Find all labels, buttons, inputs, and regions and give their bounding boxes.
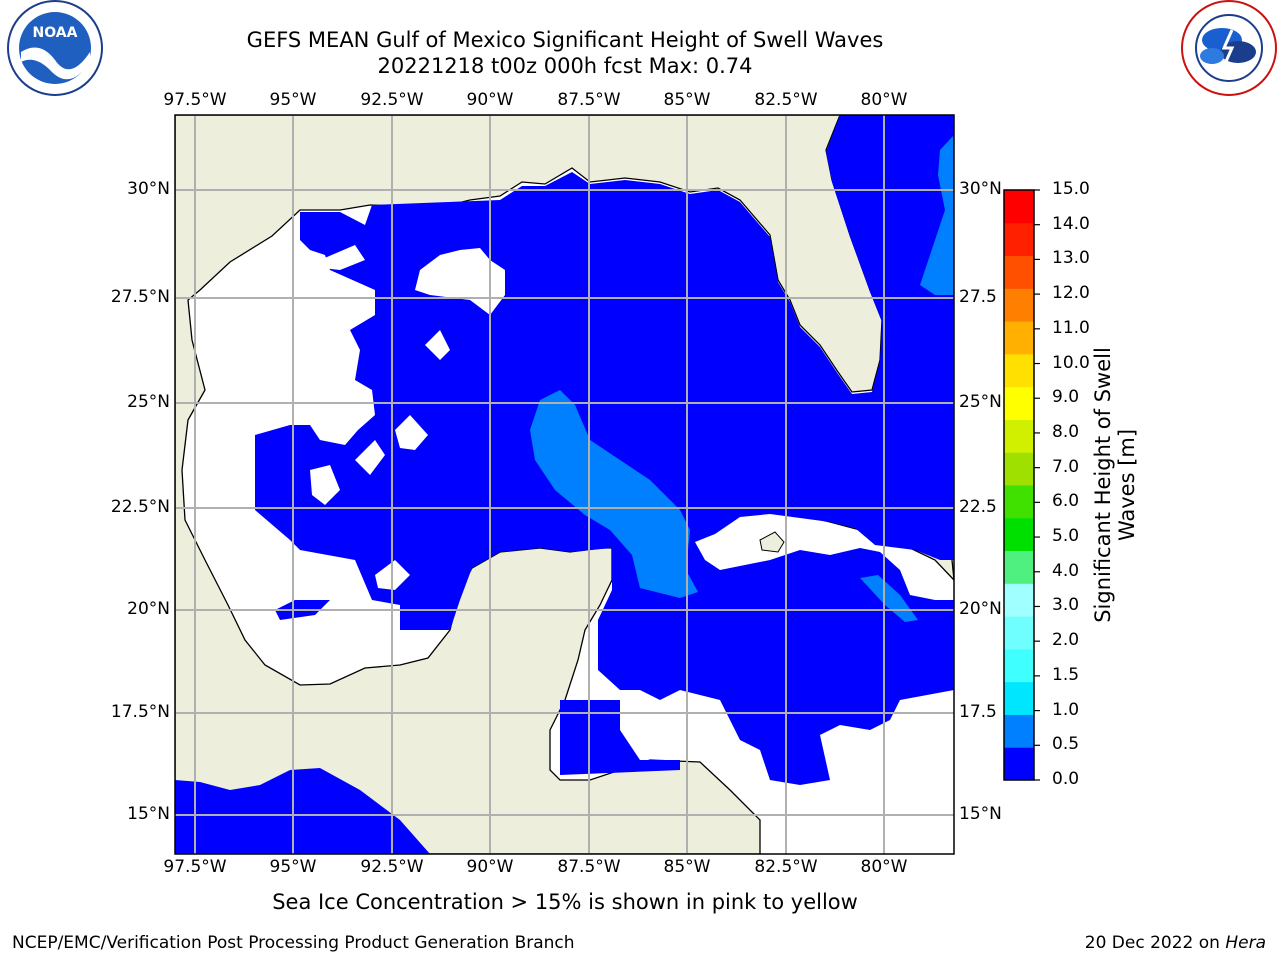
lon-label-top: 97.5°W <box>163 90 227 110</box>
lon-label-bottom: 82.5°W <box>754 857 818 877</box>
lon-label-top: 87.5°W <box>557 90 621 110</box>
colorbar-segment <box>1004 419 1034 453</box>
colorbar-segment <box>1004 222 1034 257</box>
lat-label-left: 15°N <box>127 804 170 824</box>
nws-logo <box>1181 0 1277 96</box>
lon-label-top: 95°W <box>269 90 317 110</box>
colorbar-tick-label: 12.0 <box>1052 283 1090 304</box>
lon-label-top: 90°W <box>466 90 514 110</box>
colorbar-segment <box>1004 550 1034 584</box>
lat-label-right: 22.5 <box>959 497 997 517</box>
footer-date: 20 Dec 2022 on Hera <box>1084 933 1266 953</box>
lon-label-top: 82.5°W <box>754 90 818 110</box>
lat-label-right: 20°N <box>959 599 1002 619</box>
colorbar-tick-label: 4.0 <box>1052 560 1080 581</box>
colorbar-segment <box>1004 353 1034 388</box>
colorbar-segment <box>1004 485 1034 519</box>
map-frame <box>174 114 955 855</box>
colorbar-tick-label: 2.0 <box>1052 630 1080 651</box>
colorbar-tick-label: 8.0 <box>1052 421 1080 442</box>
colorbar-tick-label: 13.0 <box>1052 248 1090 269</box>
lon-label-bottom: 92.5°W <box>360 857 424 877</box>
lat-label-left: 20°N <box>127 599 170 619</box>
chart-subtitle: 20221218 t00z 000h fcst Max: 0.74 <box>377 54 753 78</box>
lat-label-right: 15°N <box>959 804 1002 824</box>
lon-label-bottom: 95°W <box>269 857 317 877</box>
lat-label-right: 30°N <box>959 179 1002 199</box>
lat-label-left: 17.5°N <box>110 702 170 722</box>
lon-label-bottom: 80°W <box>860 857 908 877</box>
colorbar-segment <box>1004 616 1034 650</box>
colorbar-segment <box>1004 452 1034 486</box>
colorbar <box>1003 189 1040 781</box>
colorbar-segment <box>1004 321 1034 355</box>
chart-title: GEFS MEAN Gulf of Mexico Significant Hei… <box>246 28 884 52</box>
colorbar-tick-label: 10.0 <box>1052 352 1090 373</box>
footer-credit: NCEP/EMC/Verification Post Processing Pr… <box>12 933 575 953</box>
colorbar-title: Significant Height of Swell Waves [m] <box>1091 347 1139 623</box>
lon-label-bottom: 90°W <box>466 857 514 877</box>
colorbar-tick-label: 6.0 <box>1052 491 1080 512</box>
colorbar-segment <box>1004 681 1034 715</box>
lon-label-bottom: 97.5°W <box>163 857 227 877</box>
lat-label-left: 30°N <box>127 179 170 199</box>
lon-label-top: 80°W <box>860 90 908 110</box>
colorbar-tick-label: 3.0 <box>1052 595 1080 616</box>
colorbar-tick-label: 14.0 <box>1052 213 1090 234</box>
colorbar-segment <box>1004 583 1034 617</box>
lat-label-left: 22.5°N <box>110 497 170 517</box>
colorbar-tick-label: 11.0 <box>1052 317 1090 338</box>
colorbar-tick-label: 0.5 <box>1052 734 1080 755</box>
colorbar-tick-label: 1.0 <box>1052 699 1080 720</box>
colorbar-tick-label: 1.5 <box>1052 664 1080 685</box>
swell-0.5-1.0 <box>530 390 698 598</box>
lon-label-top: 85°W <box>663 90 711 110</box>
lat-label-left: 27.5°N <box>110 287 170 307</box>
noaa-logo: NOAA <box>7 0 103 96</box>
colorbar-segment <box>1004 714 1034 748</box>
colorbar-segment <box>1004 517 1034 552</box>
colorbar-segment <box>1004 190 1034 224</box>
lon-label-bottom: 87.5°W <box>557 857 621 877</box>
colorbar-segment <box>1004 648 1034 683</box>
colorbar-tick-label: 0.0 <box>1052 769 1080 789</box>
sea-ice-note: Sea Ice Concentration > 15% is shown in … <box>272 890 858 914</box>
colorbar-segment <box>1004 255 1034 289</box>
colorbar-tick-label: 9.0 <box>1052 387 1080 408</box>
colorbar-tick-label: 5.0 <box>1052 526 1080 547</box>
lat-label-right: 25°N <box>959 392 1002 412</box>
land-north-america <box>175 115 883 854</box>
lon-label-bottom: 85°W <box>663 857 711 877</box>
map-area <box>175 115 954 854</box>
colorbar-segment <box>1004 288 1034 322</box>
lat-label-left: 25°N <box>127 392 170 412</box>
lat-label-right: 17.5 <box>959 702 997 722</box>
lat-label-right: 27.5 <box>959 287 997 307</box>
colorbar-tick-label: 7.0 <box>1052 456 1080 477</box>
colorbar-segment <box>1004 386 1034 420</box>
colorbar-frame <box>1003 189 1035 781</box>
gridlines <box>175 115 954 854</box>
svg-text:NOAA: NOAA <box>33 25 78 41</box>
colorbar-segment <box>1004 747 1034 781</box>
colorbar-tick-label: 15.0 <box>1052 179 1090 199</box>
lon-label-top: 92.5°W <box>360 90 424 110</box>
